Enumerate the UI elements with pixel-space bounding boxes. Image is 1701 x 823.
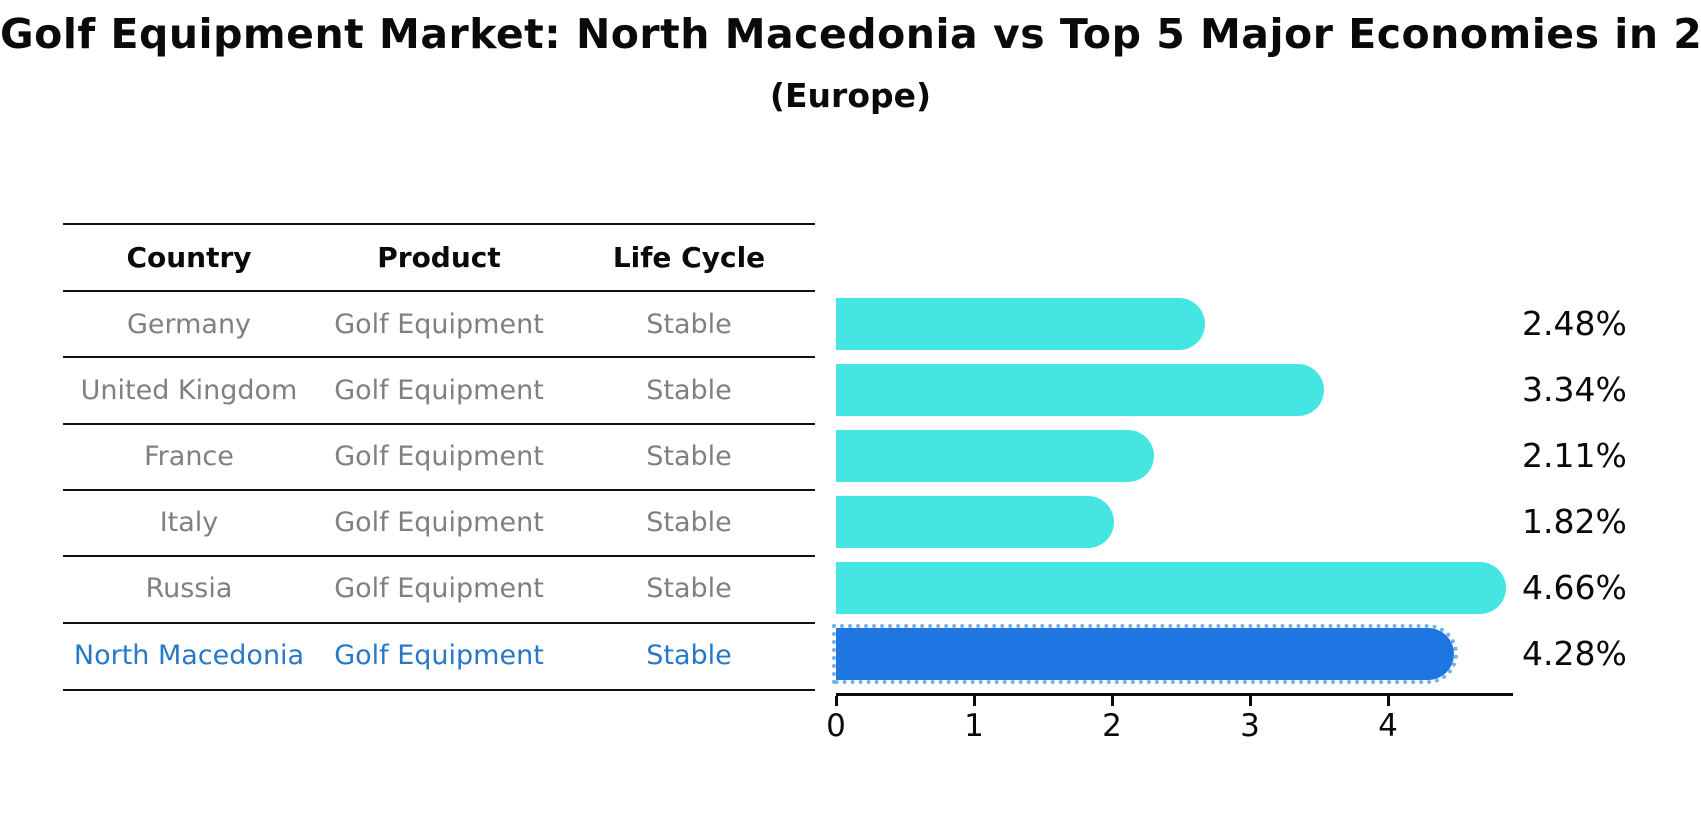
table-line (63, 290, 815, 292)
page-subtitle: (Europe) (769, 76, 932, 115)
bar-germany (836, 298, 1205, 350)
bar-value-label: 4.66% (1522, 568, 1627, 607)
table-row-russia: Russia Golf Equipment Stable (63, 555, 815, 621)
table-header-row: Country Product Life Cycle (63, 224, 815, 290)
bar-france (836, 430, 1154, 482)
table-line (63, 555, 815, 557)
table-header-life-cycle: Life Cycle (612, 240, 766, 274)
x-axis-tick (973, 696, 976, 706)
table-line (63, 622, 815, 624)
product-cell: Golf Equipment (334, 440, 544, 472)
country-cell: Germany (126, 308, 252, 340)
x-axis-tick (1387, 696, 1390, 706)
life-cycle-cell: Stable (646, 639, 732, 671)
life-cycle-cell: Stable (646, 308, 732, 340)
product-cell: Golf Equipment (334, 572, 544, 604)
table-header-country: Country (126, 240, 252, 274)
table-line (63, 489, 815, 491)
x-tick-label: 0 (826, 708, 846, 744)
table-header-product: Product (377, 240, 501, 274)
bar-value-label: 4.28% (1522, 634, 1627, 673)
x-axis-line (836, 693, 1513, 696)
country-cell: United Kingdom (80, 374, 298, 406)
bar-united-kingdom (836, 364, 1324, 416)
page-title: Golf Equipment Market: North Macedonia v… (0, 10, 1701, 58)
table-line (63, 356, 815, 358)
life-cycle-cell: Stable (646, 572, 732, 604)
bar-value-label: 2.11% (1522, 436, 1627, 475)
country-cell: Italy (159, 506, 219, 538)
x-tick-label: 4 (1378, 708, 1398, 744)
life-cycle-cell: Stable (646, 440, 732, 472)
table-line (63, 689, 815, 691)
product-cell: Golf Equipment (334, 374, 544, 406)
product-cell: Golf Equipment (334, 639, 544, 671)
table-row-united-kingdom: United Kingdom Golf Equipment Stable (63, 357, 815, 423)
product-cell: Golf Equipment (334, 308, 544, 340)
x-tick-label: 1 (964, 708, 984, 744)
table-line (63, 423, 815, 425)
x-axis-tick (1249, 696, 1252, 706)
bar-italy (836, 496, 1114, 548)
bar-value-label: 3.34% (1522, 370, 1627, 409)
x-axis-tick (835, 696, 838, 706)
bar-north-macedonia-highlight (832, 624, 1458, 684)
table-line (63, 223, 815, 225)
life-cycle-cell: Stable (646, 506, 732, 538)
table-row-france: France Golf Equipment Stable (63, 423, 815, 489)
country-cell: France (144, 440, 234, 472)
table-row-north-macedonia: North Macedonia Golf Equipment Stable (63, 622, 815, 688)
bar-value-label: 2.48% (1522, 304, 1627, 343)
table-row-italy: Italy Golf Equipment Stable (63, 489, 815, 555)
x-tick-label: 3 (1240, 708, 1260, 744)
life-cycle-cell: Stable (646, 374, 732, 406)
bar-value-label: 1.82% (1522, 502, 1627, 541)
country-cell: North Macedonia (73, 639, 305, 671)
x-tick-label: 2 (1102, 708, 1122, 744)
x-axis-tick (1111, 696, 1114, 706)
country-cell: Russia (145, 572, 233, 604)
product-cell: Golf Equipment (334, 506, 544, 538)
bar-russia (836, 562, 1506, 614)
table-row-germany: Germany Golf Equipment Stable (63, 291, 815, 357)
